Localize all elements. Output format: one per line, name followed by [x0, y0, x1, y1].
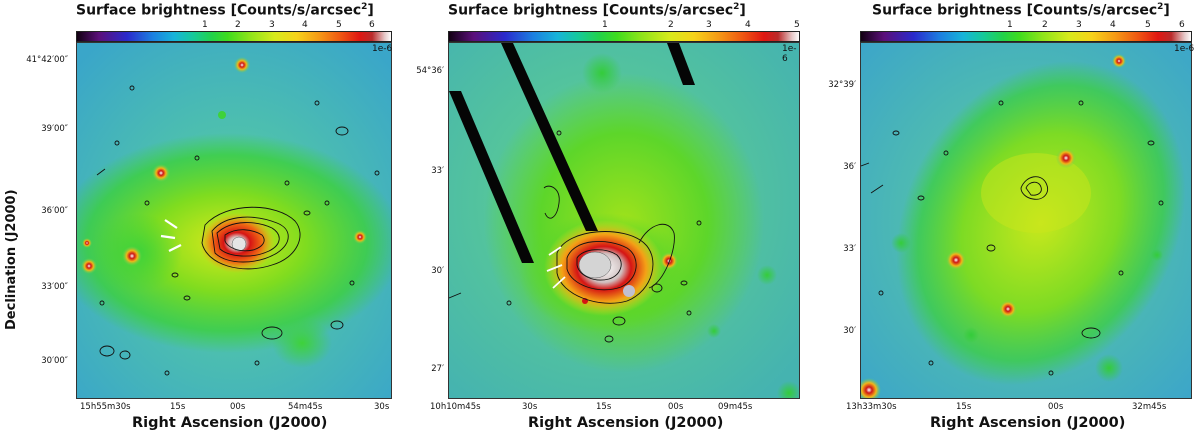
colorbar-tick: 4	[1110, 20, 1116, 30]
x-tick-label: 15s	[170, 402, 186, 412]
x-axis-title: Right Ascension (J2000)	[528, 415, 724, 431]
x-tick-label: 09m45s	[718, 402, 753, 412]
y-tick-label: 33′	[843, 244, 856, 254]
y-tick-label: 39′00″	[41, 124, 68, 134]
y-tick-label: 30′00″	[41, 356, 68, 366]
colorbar-exponent: 1e-6	[1174, 44, 1195, 54]
x-tick-label: 54m45s	[288, 402, 323, 412]
y-tick-label: 30′	[431, 266, 444, 276]
colorbar-tick: 2	[668, 20, 674, 30]
x-tick-label: 32m45s	[1132, 402, 1167, 412]
colorbar-tick: 1	[1007, 20, 1013, 30]
colorbar-title: Surface brightness [Counts/s/arcsec2]	[76, 2, 374, 19]
y-tick-label: 36′	[843, 162, 856, 172]
colorbar-tick: 2	[1042, 20, 1048, 30]
y-tick-label: 30′	[843, 326, 856, 336]
colorbar-tick: 5	[794, 20, 800, 30]
colorbar-tick: 5	[336, 20, 342, 30]
x-tick-label: 00s	[230, 402, 246, 412]
colorbar	[448, 31, 800, 42]
map-image	[860, 42, 1192, 399]
x-axis-title: Right Ascension (J2000)	[930, 415, 1126, 431]
y-tick-label: 41°42′00″	[26, 55, 68, 65]
colorbar-tick: 4	[302, 20, 308, 30]
x-tick-label: 10h10m45s	[430, 402, 481, 412]
x-tick-label: 00s	[1048, 402, 1064, 412]
colorbar-tick: 6	[1179, 20, 1185, 30]
panel-3: Surface brightness [Counts/s/arcsec2] 1 …	[800, 0, 1200, 436]
colorbar-title: Surface brightness [Counts/s/arcsec2]	[872, 2, 1170, 19]
x-tick-label: 15h55m30s	[80, 402, 131, 412]
colorbar-exponent: 1e-6	[372, 44, 393, 54]
y-tick-label: 54°36′	[416, 66, 444, 76]
colorbar-tick: 1	[602, 20, 608, 30]
colorbar-tick: 6	[369, 20, 375, 30]
colorbar-exponent: 1e-6	[782, 44, 797, 64]
colorbar-tick: 3	[269, 20, 275, 30]
colorbar-tick: 1	[202, 20, 208, 30]
colorbar	[860, 31, 1192, 42]
colorbar-tick: 2	[235, 20, 241, 30]
x-tick-label: 00s	[668, 402, 684, 412]
colorbar-tick: 5	[1145, 20, 1151, 30]
y-tick-label: 32°39′	[828, 80, 856, 90]
x-tick-label: 30s	[374, 402, 390, 412]
panel-2: Surface brightness [Counts/s/arcsec2] 1 …	[400, 0, 800, 436]
colorbar	[76, 31, 392, 42]
y-tick-label: 33′00″	[41, 282, 68, 292]
y-tick-label: 27′	[431, 364, 444, 374]
colorbar-tick: 4	[745, 20, 751, 30]
map-image	[76, 42, 392, 399]
x-tick-label: 13h33m30s	[846, 402, 897, 412]
colorbar-title: Surface brightness [Counts/s/arcsec2]	[448, 2, 746, 19]
y-tick-label: 36′00″	[41, 206, 68, 216]
panel-1: Surface brightness [Counts/s/arcsec2] 1 …	[0, 0, 400, 436]
map-image	[448, 42, 800, 399]
x-axis-title: Right Ascension (J2000)	[132, 415, 328, 431]
x-tick-label: 15s	[596, 402, 612, 412]
y-axis-title: Declination (J2000)	[4, 189, 19, 330]
colorbar-tick: 3	[706, 20, 712, 30]
x-tick-label: 30s	[522, 402, 538, 412]
colorbar-tick: 3	[1076, 20, 1082, 30]
x-tick-label: 15s	[956, 402, 972, 412]
y-tick-label: 33′	[431, 166, 444, 176]
